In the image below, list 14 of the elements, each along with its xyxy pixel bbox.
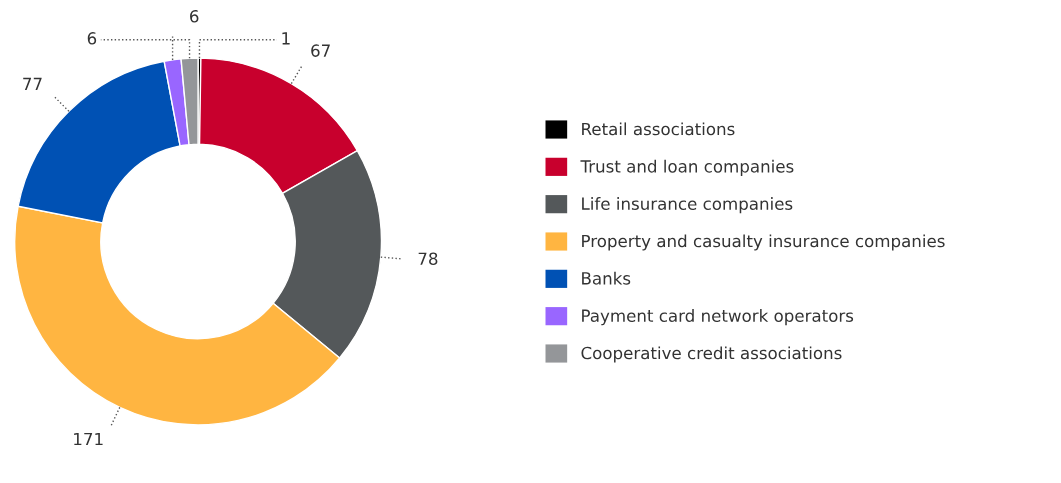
legend-label: Property and casualty insurance companies (582, 234, 945, 251)
legend-label: Retail associations (582, 122, 735, 136)
legend-label: Cooperative credit associations (581, 346, 842, 363)
data-label: 171 (74, 432, 103, 446)
data-label: 6 (87, 32, 97, 45)
data-label: 78 (418, 252, 438, 266)
data-label: 6 (190, 10, 199, 23)
legend-label: Trust and loan companies (580, 159, 794, 176)
data-label: 77 (23, 77, 42, 90)
legend-label: Life insurance companies (582, 197, 793, 214)
legend-label: Payment card network operators (582, 309, 854, 326)
data-label: 67 (311, 44, 330, 57)
legend-label: Banks (582, 271, 631, 285)
data-label: 1 (282, 32, 290, 45)
